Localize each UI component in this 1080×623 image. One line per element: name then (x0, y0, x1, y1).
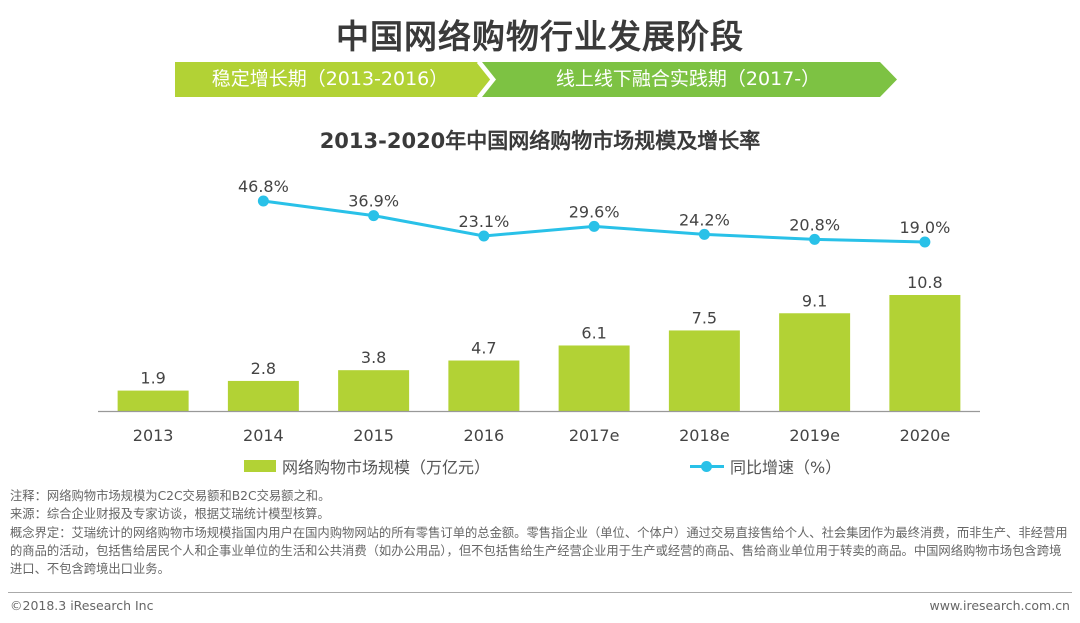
bar-2015 (338, 370, 410, 411)
growth-point-2017e (588, 220, 600, 232)
stage-1-arrow (175, 62, 492, 97)
x-tick-label: 2019e (789, 426, 840, 445)
legend-line: 同比增速（%） (690, 455, 841, 477)
stage-divider-chevron (476, 61, 494, 98)
bar-value-label: 7.5 (692, 308, 717, 327)
x-tick-label: 2016 (464, 426, 505, 445)
x-tick-label: 2014 (243, 426, 284, 445)
bar-2018e (668, 330, 740, 411)
bar-value-label: 10.8 (907, 273, 943, 292)
growth-point-2018e (698, 228, 710, 240)
footer-copyright: ©2018.3 iResearch Inc (10, 598, 154, 613)
stage-banner (175, 61, 897, 98)
bar-value-label: 6.1 (581, 323, 606, 342)
growth-point-2014 (257, 195, 269, 207)
growth-value-label: 36.9% (348, 192, 399, 211)
x-tick-label: 2013 (133, 426, 174, 445)
footer-divider (8, 592, 1072, 593)
bar-value-label: 4.7 (471, 339, 496, 358)
bar-value-label: 9.1 (802, 291, 827, 310)
legend-line-label: 同比增速（%） (730, 458, 842, 477)
bar-2014 (227, 380, 299, 411)
note-text: 注释：网络购物市场规模为C2C交易额和B2C交易额之和。 (10, 489, 331, 503)
page-title: 中国网络购物行业发展阶段 (336, 17, 744, 56)
bar-2013 (117, 390, 189, 411)
chart-title: 2013-2020年中国网络购物市场规模及增长率 (319, 129, 761, 153)
bar-value-label: 2.8 (251, 359, 276, 378)
growth-value-label: 29.6% (569, 202, 620, 221)
x-tick-label: 2020e (900, 426, 951, 445)
footer-website[interactable]: www.iresearch.com.cn (929, 598, 1071, 613)
combo-chart: 1.9 2.8 3.8 4.7 6.1 7.5 9.1 10.8 2013 2014 2015 201… (98, 177, 980, 445)
source-text: 来源：综合企业财报及专家访谈，根据艾瑞统计模型核算。 (10, 507, 330, 522)
stage-1-label: 稳定增长期（2013-2016） (211, 68, 449, 90)
growth-point-2019e (809, 233, 821, 245)
x-tick-label: 2018e (679, 426, 730, 445)
x-tick-label: 2017e (569, 426, 620, 445)
stage-2-label: 线上线下融合实践期（2017-） (555, 68, 821, 90)
growth-point-2015 (368, 210, 380, 222)
legend-bar-swatch (244, 460, 276, 472)
bar-value-label: 3.8 (361, 348, 386, 367)
growth-value-label: 46.8% (238, 177, 289, 196)
growth-point-2016 (478, 230, 490, 242)
growth-value-label: 24.2% (679, 210, 730, 229)
bar-2019e (779, 313, 851, 411)
bar-2020e (889, 295, 961, 411)
bar-2017e (558, 345, 630, 411)
legend-bar-label: 网络购物市场规模（万亿元） (282, 458, 491, 477)
growth-value-label: 23.1% (458, 212, 509, 231)
growth-value-label: 20.8% (789, 215, 840, 234)
growth-value-label: 19.0% (899, 218, 950, 237)
bar-value-label: 1.9 (140, 369, 165, 388)
legend-bar: 网络购物市场规模（万亿元） (244, 455, 490, 477)
bar-2016 (448, 360, 520, 411)
notes: 注释：网络购物市场规模为C2C交易额和B2C交易额之和。 来源：综合企业财报及专… (10, 487, 1072, 578)
legend-line-marker-icon (690, 460, 724, 472)
stage-2-arrow (482, 62, 897, 97)
definition-text: 概念界定：艾瑞统计的网络购物市场规模指国内用户在国内购物网站的所有零售订单的总金… (10, 525, 1068, 577)
x-tick-label: 2015 (353, 426, 394, 445)
growth-point-2020e (919, 236, 931, 248)
